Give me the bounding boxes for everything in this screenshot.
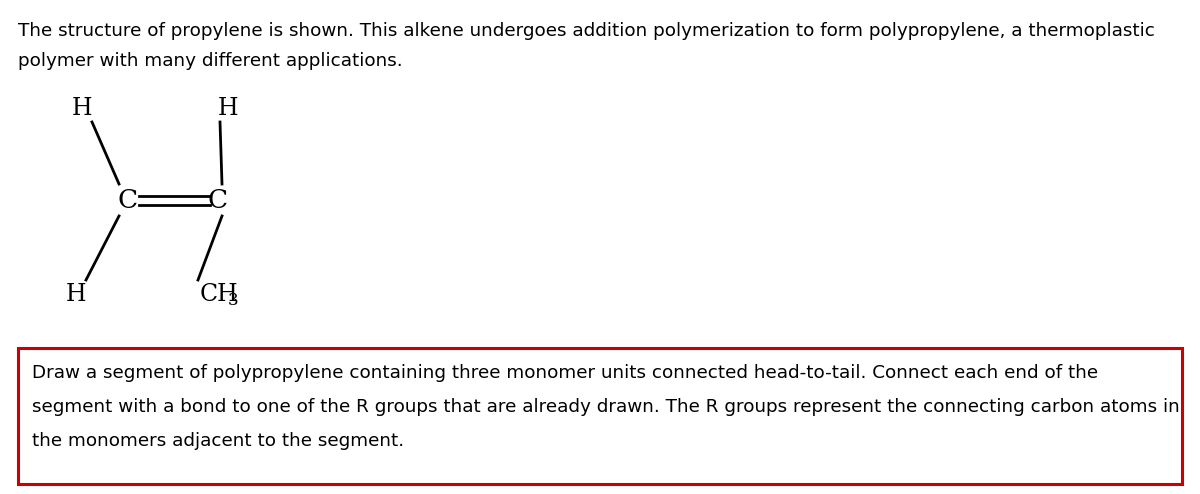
Text: the monomers adjacent to the segment.: the monomers adjacent to the segment. (32, 432, 404, 450)
Text: H: H (72, 96, 92, 120)
Text: Draw a segment of polypropylene containing three monomer units connected head-to: Draw a segment of polypropylene containi… (32, 364, 1098, 382)
Text: C: C (118, 188, 138, 212)
FancyBboxPatch shape (18, 348, 1182, 484)
Text: H: H (66, 283, 86, 305)
Text: polymer with many different applications.: polymer with many different applications… (18, 52, 403, 70)
Text: The structure of propylene is shown. This alkene undergoes addition polymerizati: The structure of propylene is shown. Thi… (18, 22, 1154, 40)
Text: segment with a bond to one of the R groups that are already drawn. The R groups : segment with a bond to one of the R grou… (32, 398, 1180, 416)
Text: H: H (217, 96, 239, 120)
Text: C: C (208, 188, 228, 212)
Text: 3: 3 (228, 291, 239, 308)
Text: CH: CH (200, 283, 239, 305)
